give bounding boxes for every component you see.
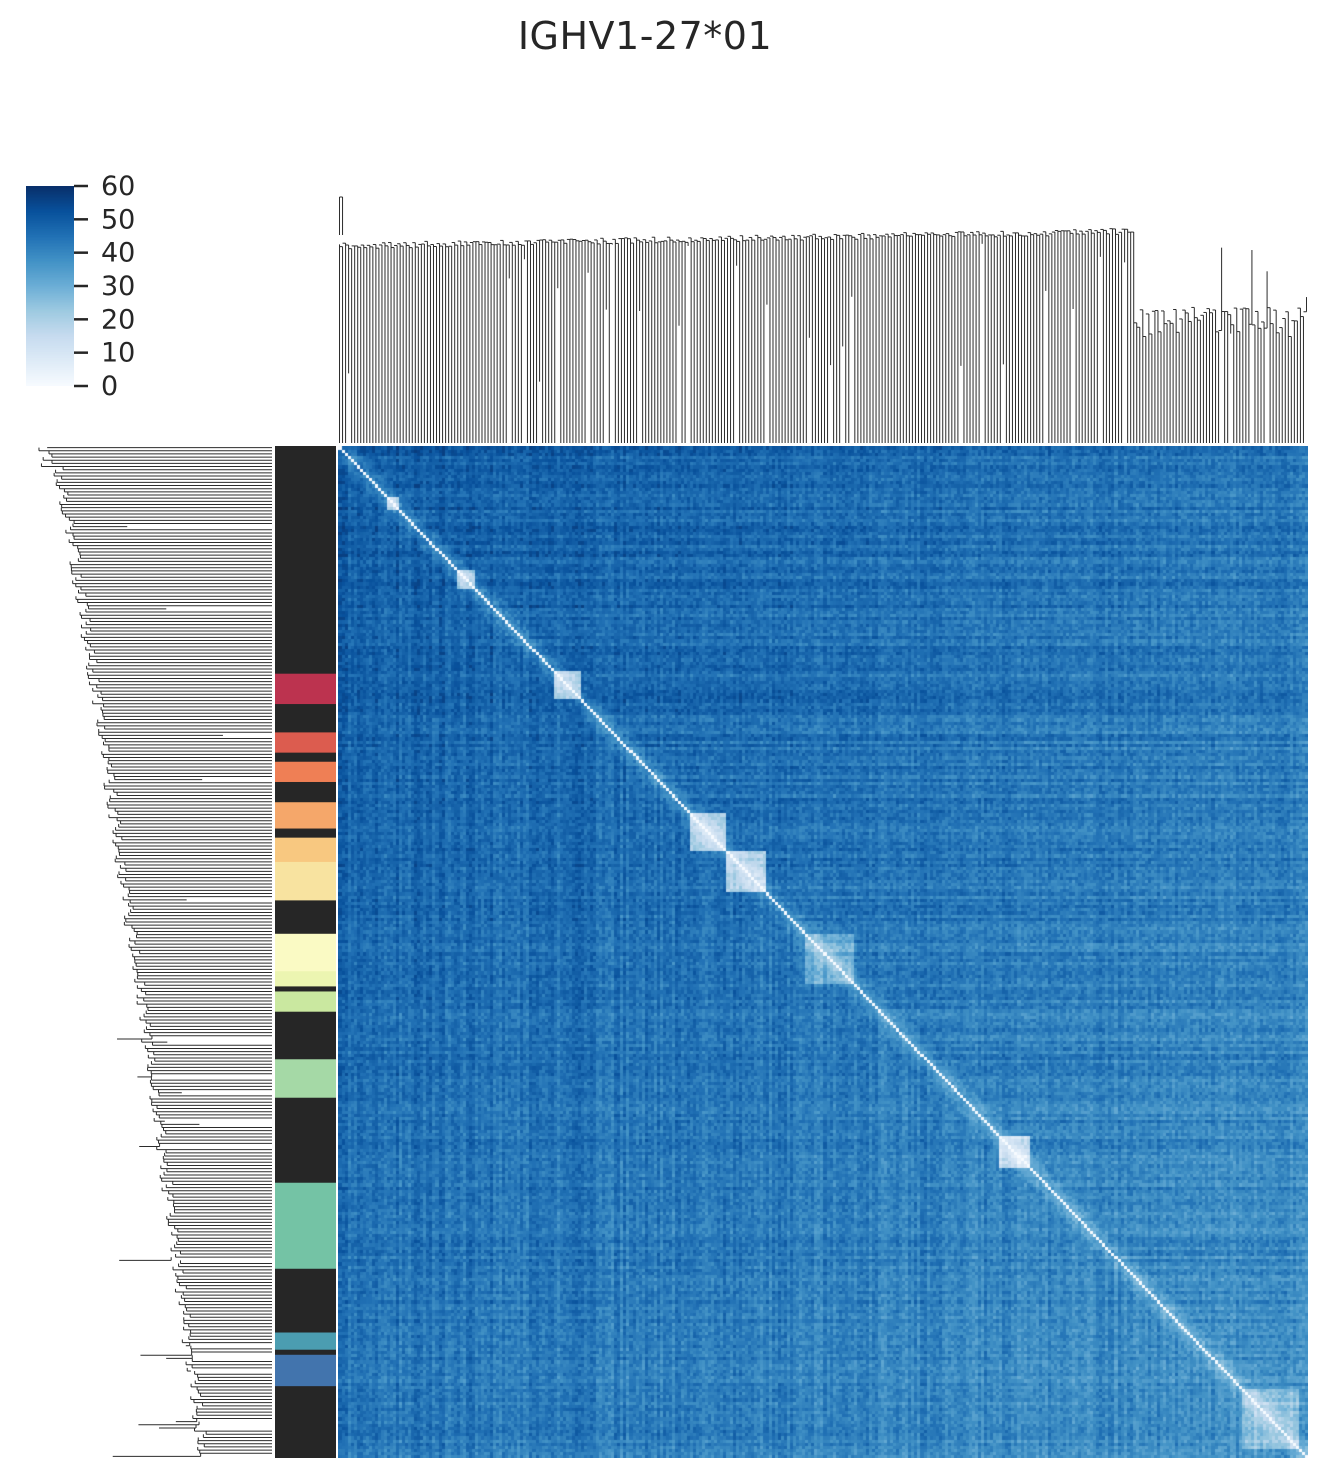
colorbar [26,186,74,386]
heatmap-matrix [338,446,1308,1458]
row-color-segment [275,933,336,972]
colorbar-tick-label: 60 [101,171,135,202]
row-color-segment [275,1182,336,1270]
row-color-segment [275,1386,336,1458]
row-color-segment [275,991,336,1013]
row-color-segment [275,802,336,830]
row-color-segment [275,1059,336,1099]
row-color-segment [275,1349,336,1356]
row-color-segment [275,761,336,783]
colorbar-tick-label: 10 [101,338,135,369]
column-dendrogram [339,196,1307,443]
row-color-segment [275,1268,336,1334]
row-color-segment [275,704,336,733]
row-color-segment [275,861,336,901]
row-color-segment [275,837,336,863]
row-color-segment [275,1097,336,1184]
column-dendrogram-links [339,196,1307,443]
row-dendrogram [38,447,272,1457]
row-color-segment [275,1332,336,1351]
row-color-segment [275,752,336,763]
row-color-segment [275,1354,336,1387]
row-color-segment [275,732,336,754]
colorbar-tick-label: 0 [101,371,118,402]
row-color-segment [275,673,336,705]
colorbar-tick-label: 30 [101,271,135,302]
row-color-segment [275,828,336,839]
row-color-segment [275,781,336,803]
row-color-segment [275,986,336,992]
row-color-segment [275,900,336,935]
row-color-annotation [275,446,336,1458]
row-color-segment [275,971,336,987]
colorbar-tick-label: 20 [101,304,135,335]
colorbar-tick-label: 50 [101,204,135,235]
row-color-segment [275,1011,336,1060]
row-dendrogram-links [38,447,272,1457]
row-color-segment [275,446,336,675]
chart-title: IGHV1-27*01 [517,14,773,58]
colorbar-tick-label: 40 [101,238,135,269]
